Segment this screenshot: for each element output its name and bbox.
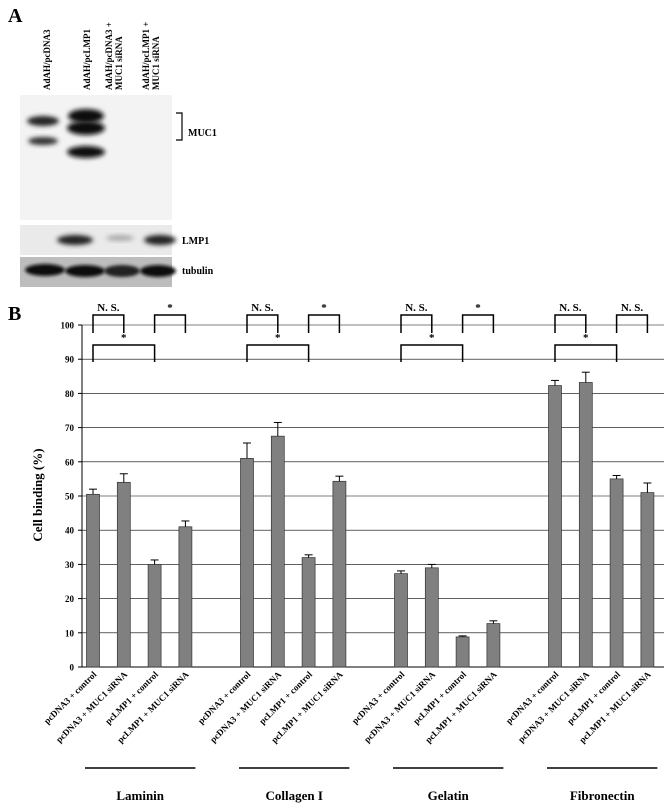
bar xyxy=(424,567,439,668)
bar xyxy=(548,385,562,668)
significance-label: N. S. xyxy=(405,302,428,314)
band-label: LMP1 xyxy=(182,236,209,247)
y-tick-label: 100 xyxy=(61,321,75,331)
y-tick-label: 80 xyxy=(65,389,75,399)
y-tick-label: 70 xyxy=(65,423,75,433)
y-tick-label: 60 xyxy=(65,457,75,467)
panel-label: B xyxy=(8,303,21,325)
significance-label: N. S. xyxy=(621,302,644,314)
significance-bracket xyxy=(461,314,495,333)
group-label: Gelatin xyxy=(428,788,470,803)
significance-bracket xyxy=(400,344,464,362)
significance-label: * xyxy=(121,332,127,344)
significance-label: * xyxy=(475,302,481,314)
significance-bracket xyxy=(307,314,341,333)
band-label: tubulin xyxy=(182,266,214,277)
significance-label: * xyxy=(429,332,435,344)
lane-label: MUC1 siRNA xyxy=(114,36,124,90)
x-tick-label: pcLMP1 + control xyxy=(565,669,622,726)
x-tick-label: pcDNA3 + control xyxy=(504,669,561,726)
bar xyxy=(640,492,655,668)
significance-label: * xyxy=(321,302,327,314)
y-axis-label: Cell binding (%) xyxy=(30,448,45,541)
significance-label: N. S. xyxy=(97,302,120,314)
y-tick-label: 50 xyxy=(65,492,75,502)
bar xyxy=(394,573,408,668)
bar xyxy=(178,526,193,668)
significance-bracket xyxy=(554,344,618,362)
significance-bracket xyxy=(92,314,125,333)
significance-label: * xyxy=(275,332,281,344)
significance-bracket xyxy=(153,314,187,333)
bar xyxy=(86,493,100,668)
panel-label: A xyxy=(8,5,23,27)
bar xyxy=(240,458,254,668)
lane-label: AdAH/pcLMP1 xyxy=(82,28,92,90)
bar xyxy=(609,478,624,668)
blot xyxy=(20,95,183,287)
significance-label: N. S. xyxy=(559,302,582,314)
group-label: Fibronectin xyxy=(570,788,636,803)
lane-label: AdAH/pcDNA3 + xyxy=(104,22,114,90)
bar xyxy=(301,557,316,668)
y-tick-label: 10 xyxy=(65,628,75,638)
y-tick-label: 20 xyxy=(65,594,75,604)
significance-label: * xyxy=(583,332,589,344)
group-label: Laminin xyxy=(116,788,164,803)
bar xyxy=(486,623,501,668)
significance-bracket xyxy=(615,314,649,333)
significance-bracket xyxy=(92,344,156,362)
bar xyxy=(332,480,347,668)
significance-bracket xyxy=(246,314,279,333)
x-tick-label: pcLMP1 + control xyxy=(103,669,160,726)
y-tick-label: 30 xyxy=(65,560,75,570)
significance-label: * xyxy=(167,302,173,314)
x-tick-label: pcDNA3 + control xyxy=(196,669,253,726)
x-tick-label: pcLMP1 + control xyxy=(257,669,314,726)
bar xyxy=(270,435,285,668)
y-tick-label: 90 xyxy=(65,355,75,365)
significance-label: N. S. xyxy=(251,302,274,314)
bar xyxy=(116,481,131,668)
lane-label: AdAH/pcDNA3 xyxy=(42,29,52,90)
bar xyxy=(147,564,162,668)
x-tick-label: pcDNA3 + control xyxy=(42,669,99,726)
bar xyxy=(455,636,470,668)
lane-label: MUC1 siRNA xyxy=(151,36,161,90)
lane-label: AdAH/pcLMP1 + xyxy=(141,22,151,90)
x-tick-label: pcDNA3 + control xyxy=(350,669,407,726)
y-tick-label: 0 xyxy=(70,663,75,673)
band-label: MUC1 xyxy=(188,128,217,139)
significance-bracket xyxy=(400,314,433,333)
bar xyxy=(578,382,593,668)
group-label: Collagen I xyxy=(265,788,322,803)
significance-bracket xyxy=(554,314,587,333)
significance-bracket xyxy=(246,344,310,362)
y-tick-label: 40 xyxy=(65,526,75,536)
x-tick-label: pcLMP1 + control xyxy=(411,669,468,726)
